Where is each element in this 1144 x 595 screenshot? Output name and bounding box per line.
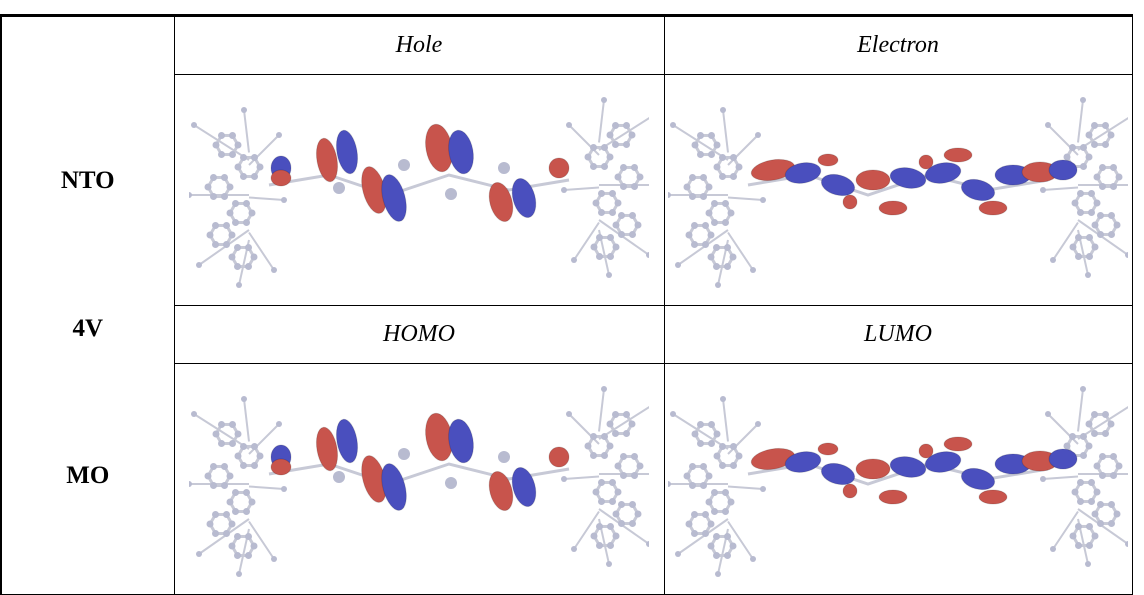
header-electron: Electron — [663, 14, 1133, 75]
lumo-image-cell — [663, 363, 1133, 595]
row-label-mo: MO — [66, 462, 110, 489]
row-label-column: NTO 4V MO — [0, 14, 175, 595]
header-hole: Hole — [173, 14, 665, 75]
homo-orbital-image — [189, 386, 649, 577]
orbital-comparison-table: NTO 4V MO Hole Electron HOMO LUMO — [0, 14, 1133, 595]
header-homo: HOMO — [173, 305, 665, 364]
homo-image-cell — [173, 363, 665, 595]
electron-image-cell — [663, 74, 1133, 306]
row-label-nto: NTO — [60, 167, 115, 194]
electron-orbital-image — [668, 97, 1128, 288]
lumo-orbital-image — [668, 386, 1128, 577]
row-label-4v: 4V — [72, 315, 104, 342]
header-lumo: LUMO — [663, 305, 1133, 364]
hole-orbital-image — [189, 97, 649, 288]
hole-image-cell — [173, 74, 665, 306]
